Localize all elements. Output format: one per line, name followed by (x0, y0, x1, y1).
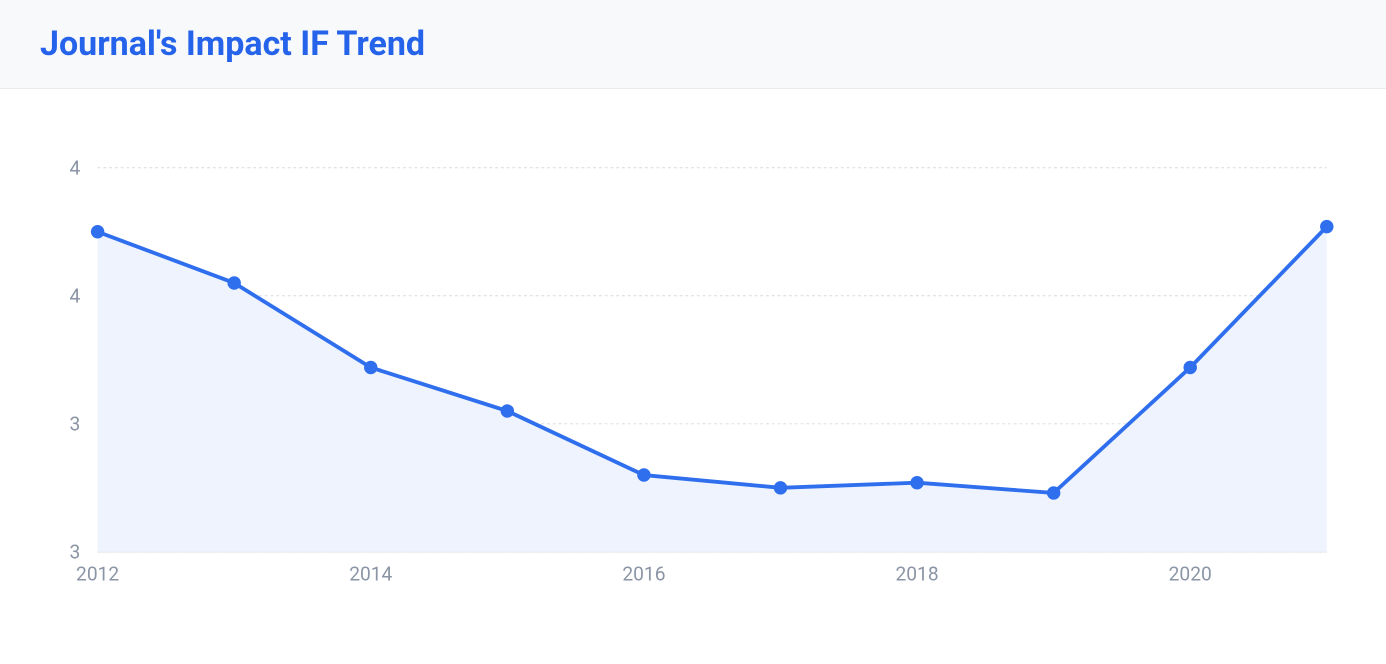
x-axis-label: 2014 (349, 563, 392, 586)
chart-header: Journal's Impact IF Trend (0, 0, 1386, 89)
chart-data-point (365, 362, 377, 374)
x-axis-label: 2012 (76, 563, 119, 586)
x-axis-label: 2018 (895, 563, 938, 586)
chart-data-point (911, 477, 923, 489)
x-axis-label: 2016 (622, 563, 665, 586)
chart-data-point (1184, 362, 1196, 374)
chart-title: Journal's Impact IF Trend (40, 24, 1346, 64)
chart-data-point (1321, 221, 1333, 233)
y-axis-label: 3 (70, 541, 81, 564)
chart-data-point (775, 482, 787, 494)
y-axis-label: 3 (70, 413, 81, 436)
chart-data-point (1048, 487, 1060, 499)
x-axis-label: 2020 (1169, 563, 1212, 586)
chart-data-point (502, 405, 514, 417)
y-axis-label: 4 (70, 156, 81, 179)
chart-area-fill (98, 227, 1327, 552)
line-chart: 3 3 4 4 2012 2014 2016 2018 2020 (40, 149, 1346, 609)
chart-container: 3 3 4 4 2012 2014 2016 2018 2020 (0, 89, 1386, 649)
chart-data-point (638, 469, 650, 481)
chart-data-point (228, 277, 240, 289)
chart-data-point (92, 226, 104, 238)
y-axis-label: 4 (70, 284, 81, 307)
